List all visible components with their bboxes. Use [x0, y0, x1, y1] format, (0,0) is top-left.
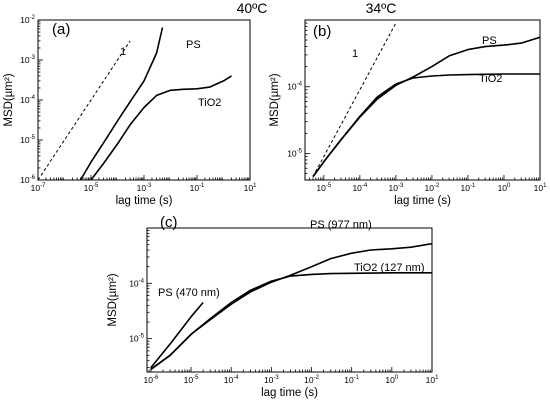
series-line-tio2 — [312, 73, 540, 178]
y-tick-label: 10-2 — [20, 15, 35, 25]
x-tick-label: 101 — [244, 183, 257, 193]
x-tick-label: 100 — [498, 183, 511, 193]
panel-title: 34ºC — [366, 0, 397, 16]
series-label: TiO2 — [479, 73, 502, 85]
y-tick-label: 10-4 — [129, 278, 144, 288]
x-tick-label: 10-6 — [143, 375, 158, 385]
panel-title: 40ºC — [237, 0, 268, 16]
panel-label: (c) — [160, 214, 178, 231]
y-tick-label: 10-4 — [287, 82, 302, 92]
panel-label: (b) — [313, 23, 331, 40]
x-axis-label: lag time (s) — [116, 195, 173, 207]
panel-label: (a) — [52, 21, 70, 38]
x-tick-label: 10-7 — [31, 183, 46, 193]
x-tick-label: 10-5 — [84, 183, 99, 193]
x-tick-label: 10-2 — [425, 183, 440, 193]
slope-guide-label: 1 — [352, 48, 358, 60]
series-line-ps — [312, 36, 540, 178]
y-tick-label: 10-6 — [20, 175, 35, 185]
x-tick-label: 10-4 — [352, 183, 367, 193]
x-tick-label: 10-5 — [184, 375, 199, 385]
slope-guide-line — [312, 22, 397, 177]
series-line-ps-470-nm — [150, 301, 204, 369]
y-tick-label: 10-5 — [287, 148, 302, 158]
x-tick-label: 10-3 — [264, 375, 279, 385]
x-tick-label: 10-3 — [137, 183, 152, 193]
series-line-tio2 — [90, 75, 232, 180]
y-tick-label: 10-3 — [20, 55, 35, 65]
slope-guide-label: 1 — [120, 46, 126, 58]
x-tick-label: 10-3 — [388, 183, 403, 193]
series-label: TiO2 — [198, 97, 221, 109]
series-line-ps — [79, 27, 164, 180]
series-line-tio2-127-nm — [150, 272, 432, 370]
series-label: PS — [186, 39, 201, 51]
slope-guide-line — [38, 40, 131, 180]
x-tick-label: 10-4 — [224, 375, 239, 385]
series-label: PS (470 nm) — [158, 287, 220, 299]
y-axis-label: MSD(µm²) — [107, 273, 119, 326]
x-axis-label: lag time (s) — [394, 195, 451, 207]
y-tick-label: 10-5 — [129, 334, 144, 344]
y-axis-label: MSD(µm²) — [269, 73, 281, 126]
series-label: TiO2 (127 nm) — [354, 262, 425, 274]
x-tick-label: 10-2 — [304, 375, 319, 385]
x-tick-label: 10-1 — [344, 375, 359, 385]
y-axis-label: MSD(µm²) — [3, 73, 15, 126]
x-tick-label: 10-1 — [461, 183, 476, 193]
series-label: PS — [482, 35, 497, 47]
x-tick-label: 10-1 — [190, 183, 205, 193]
x-tick-label: 101 — [426, 375, 439, 385]
x-tick-label: 10-5 — [316, 183, 331, 193]
y-tick-label: 10-4 — [20, 95, 35, 105]
x-tick-label: 101 — [534, 183, 547, 193]
y-tick-label: 10-5 — [20, 135, 35, 145]
plot-frame — [304, 19, 541, 181]
series-label: PS (977 nm) — [310, 219, 372, 231]
x-axis-label: lag time (s) — [261, 387, 318, 399]
x-tick-label: 100 — [385, 375, 398, 385]
